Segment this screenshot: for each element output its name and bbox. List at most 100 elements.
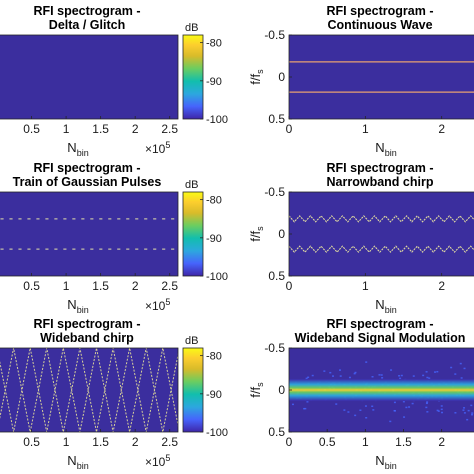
x-tick-label: 1.5 [395, 435, 412, 449]
y-axis-label: f/fs [248, 69, 265, 85]
colorbar-tick-label: -100 [206, 271, 228, 283]
x-tick-label: 1.5 [92, 122, 109, 136]
colorbar-unit: dB [185, 22, 198, 34]
plot-background [0, 192, 178, 276]
panel-title-line2: Train of Gaussian Pulses [13, 175, 162, 189]
x-tick-label: 1 [63, 435, 70, 449]
y-tick-label: 0.5 [268, 112, 285, 126]
panel-title-line1: RFI spectrogram - [34, 317, 141, 331]
colorbar-gradient [183, 192, 203, 276]
x-tick-label: 2.5 [161, 279, 178, 293]
colorbar-tick-label: -80 [206, 195, 222, 207]
panel-title-line1: RFI spectrogram - [34, 161, 141, 175]
plot-background [289, 192, 474, 276]
noise-speckle [340, 375, 342, 377]
noise-speckle [464, 368, 466, 370]
noise-speckle [441, 409, 443, 411]
colorbar: dB -80 -90 -100 [183, 335, 228, 439]
noise-speckle [312, 375, 314, 377]
noise-speckle [381, 377, 383, 379]
noise-speckle [343, 409, 345, 411]
panel-delta: RFI spectrogram -Delta / Glitch 0.5 1 1.5 2 2… [0, 4, 228, 158]
noise-speckle [335, 403, 337, 405]
noise-speckle [405, 407, 407, 409]
noise-speckle [372, 376, 374, 378]
noise-speckle [389, 421, 391, 423]
colorbar-tick-label: -100 [206, 114, 228, 126]
colorbar-unit: dB [185, 335, 198, 347]
panel-title-line1: RFI spectrogram - [327, 4, 434, 18]
signal-band [289, 379, 474, 401]
noise-speckle [306, 401, 308, 403]
noise-speckle [426, 403, 428, 405]
noise-speckle [390, 369, 392, 371]
y-tick-label: 0 [278, 227, 285, 241]
noise-speckle [436, 371, 438, 373]
noise-speckle [354, 415, 356, 417]
noise-speckle [471, 414, 473, 416]
noise-speckle [359, 410, 361, 412]
noise-speckle [371, 406, 373, 408]
x-exponent: ×105 [145, 140, 170, 156]
x-axis-label: Nbin [375, 297, 396, 315]
plot-background [289, 35, 474, 119]
noise-speckle [398, 375, 400, 377]
panel-title-line2: Narrowband chirp [327, 175, 434, 189]
x-axis-label: Nbin [67, 453, 88, 471]
colorbar-tick-label: -90 [206, 233, 222, 245]
x-tick-label: 0.5 [23, 435, 40, 449]
noise-speckle [428, 377, 430, 379]
colorbar-tick-label: -90 [206, 389, 222, 401]
x-tick-label: 0.5 [23, 122, 40, 136]
y-tick-label: -0.5 [264, 341, 285, 355]
colorbar-tick-label: -100 [206, 427, 228, 439]
x-tick-label: 0.5 [23, 279, 40, 293]
noise-speckle [464, 412, 466, 414]
panel-title-line2: Continuous Wave [327, 18, 432, 32]
noise-speckle [413, 375, 415, 377]
noise-speckle [403, 401, 405, 403]
y-tick-label: 0.5 [268, 425, 285, 439]
panel-title-line2: Delta / Glitch [49, 18, 125, 32]
y-tick-label: 0 [278, 383, 285, 397]
y-axis-label: f/fs [248, 382, 265, 398]
noise-speckle [365, 361, 367, 363]
noise-speckle [394, 410, 396, 412]
y-tick-label: -0.5 [264, 185, 285, 199]
x-tick-label: 0 [286, 279, 293, 293]
x-tick-label: 1 [362, 279, 369, 293]
y-tick-label: 0 [278, 70, 285, 84]
noise-speckle [460, 363, 462, 365]
noise-speckle [412, 403, 414, 405]
colorbar-tick-label: -90 [206, 76, 222, 88]
noise-speckle [462, 409, 464, 411]
noise-speckle [441, 412, 443, 414]
y-axis-label: f/fs [248, 226, 265, 242]
panel-cw: RFI spectrogram -Continuous Wave0 1 2-0.50… [248, 4, 474, 158]
noise-speckle [454, 412, 456, 414]
colorbar-gradient [183, 348, 203, 432]
x-tick-label: 0.5 [319, 435, 336, 449]
noise-speckle [303, 408, 305, 410]
x-exponent: ×105 [145, 297, 170, 313]
noise-speckle [401, 375, 403, 377]
noise-speckle [403, 416, 405, 418]
colorbar-gradient [183, 35, 203, 119]
panel-nbchirp: RFI spectrogram -Narrowband chirp 0 1 2 -0.5… [248, 161, 474, 315]
x-tick-label: 2.5 [161, 435, 178, 449]
x-tick-label: 2 [132, 279, 139, 293]
noise-speckle [461, 377, 463, 379]
panel-wbmod: RFI spectrogram -Wideband Signal Modulat… [248, 317, 474, 471]
noise-speckle [349, 377, 351, 379]
y-tick-label: 0.5 [268, 269, 285, 283]
x-tick-label: 1 [362, 435, 369, 449]
noise-speckle [450, 367, 452, 369]
noise-speckle [441, 405, 443, 407]
x-tick-label: 1 [362, 122, 369, 136]
noise-speckle [292, 404, 294, 406]
x-tick-label: 1 [63, 279, 70, 293]
noise-speckle [438, 410, 440, 412]
noise-speckle [422, 375, 424, 377]
y-tick-label: -0.5 [264, 28, 285, 42]
